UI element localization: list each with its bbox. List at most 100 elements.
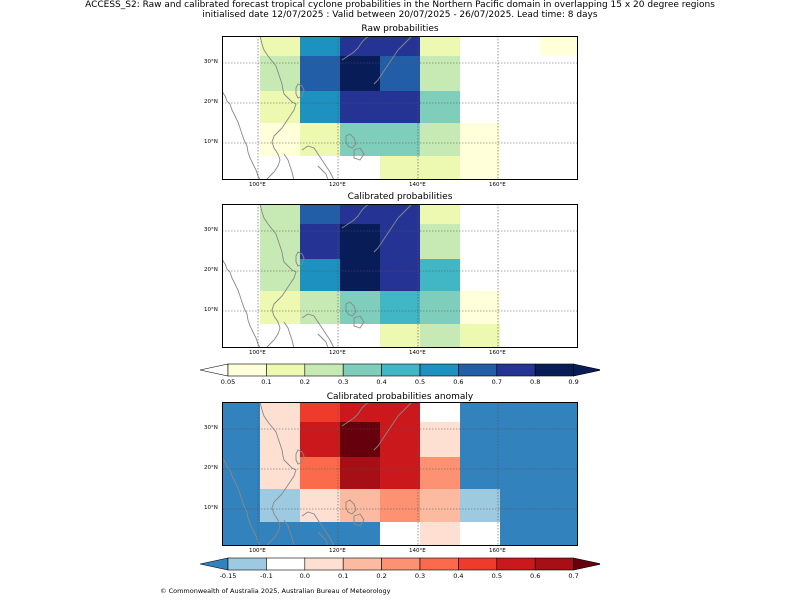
anomaly-cell bbox=[260, 457, 300, 489]
anomaly-cell bbox=[420, 457, 460, 489]
probability-colorbar-tick-label: 0.8 bbox=[530, 378, 541, 386]
chart-title-line1: ACCESS_S2: Raw and calibrated forecast t… bbox=[85, 0, 715, 10]
anomaly-cell bbox=[222, 402, 260, 546]
longitude-tick-label: 160°E bbox=[489, 350, 506, 356]
anomaly-colorbar-segment bbox=[304, 557, 344, 571]
anomaly-cell bbox=[300, 457, 340, 489]
probability-colorbar-segment bbox=[266, 363, 306, 377]
anomaly-cell bbox=[380, 422, 420, 457]
probability-colorbar-tick-label: 0.7 bbox=[491, 378, 502, 386]
anomaly-cell bbox=[300, 402, 340, 422]
probability-colorbar-tick-label: 0.4 bbox=[376, 378, 387, 386]
anomaly-colorbar-tick-label: 0.6 bbox=[530, 572, 541, 580]
raw-probability-cell bbox=[340, 36, 380, 56]
anomaly-cell bbox=[300, 489, 340, 522]
anomaly-colorbar-over-arrow bbox=[573, 557, 600, 571]
raw-probability-cell bbox=[460, 123, 500, 156]
raw-probability-cell bbox=[420, 123, 460, 156]
anomaly-colorbar-segment bbox=[496, 557, 536, 571]
probability-colorbar-tick-label: 0.2 bbox=[299, 378, 310, 386]
probability-colorbar-segment bbox=[227, 363, 267, 377]
longitude-tick-label: 140°E bbox=[409, 182, 426, 188]
panel-title-anomaly: Calibrated probabilities anomaly bbox=[326, 392, 474, 402]
calibrated-probability-cell bbox=[460, 291, 500, 324]
coastline bbox=[301, 511, 335, 546]
coastline bbox=[283, 321, 329, 348]
raw-probability-cell bbox=[300, 36, 340, 56]
coastline bbox=[301, 313, 335, 348]
coastline bbox=[259, 36, 297, 180]
anomaly-cell bbox=[260, 489, 300, 522]
anomaly-colorbar-tick-label: -0.15 bbox=[219, 572, 237, 580]
anomaly-colorbar-tick-label: 0.0 bbox=[299, 572, 310, 580]
coastline bbox=[373, 204, 413, 253]
longitude-tick-label: 120°E bbox=[329, 350, 346, 356]
anomaly-cell bbox=[260, 402, 300, 422]
raw-probability-cell bbox=[420, 156, 460, 180]
anomaly-cell bbox=[340, 489, 380, 522]
longitude-tick-label: 120°E bbox=[329, 548, 346, 554]
longitude-tick-label: 160°E bbox=[489, 548, 506, 554]
coastline bbox=[283, 153, 329, 180]
coastline bbox=[295, 83, 305, 99]
latitude-tick-label: 30°N bbox=[204, 59, 218, 65]
anomaly-cell bbox=[300, 422, 340, 457]
map-frame bbox=[222, 36, 578, 180]
probability-colorbar-segment bbox=[342, 363, 382, 377]
calibrated-probability-cell bbox=[260, 204, 300, 224]
anomaly-colorbar-tick-label: 0.2 bbox=[376, 572, 387, 580]
calibrated-probability-cell bbox=[300, 291, 340, 324]
coastline bbox=[341, 36, 371, 61]
longitude-tick-label: 100°E bbox=[249, 350, 266, 356]
calibrated-probability-map bbox=[222, 204, 578, 348]
calibrated-probability-cell bbox=[300, 204, 340, 224]
anomaly-cell bbox=[420, 489, 460, 522]
longitude-tick-label: 120°E bbox=[329, 182, 346, 188]
raw-probability-cell bbox=[300, 123, 340, 156]
coastline bbox=[295, 449, 305, 465]
calibrated-probability-cell bbox=[380, 259, 420, 291]
raw-probability-cell bbox=[420, 91, 460, 123]
calibrated-probability-cell bbox=[460, 324, 500, 348]
anomaly-colorbar-under-arrow bbox=[200, 557, 229, 571]
anomaly-cell bbox=[380, 522, 420, 546]
raw-probability-cell bbox=[420, 36, 460, 56]
probability-colorbar-segment bbox=[419, 363, 459, 377]
calibrated-probability-cell bbox=[420, 224, 460, 259]
latitude-tick-label: 10°N bbox=[204, 307, 218, 313]
anomaly-cell bbox=[340, 402, 380, 422]
map-frame bbox=[222, 402, 578, 546]
anomaly-colorbar-segment bbox=[381, 557, 421, 571]
anomaly-cell bbox=[460, 489, 500, 522]
longitude-tick-label: 100°E bbox=[249, 182, 266, 188]
coastline bbox=[295, 251, 305, 267]
raw-probability-cell bbox=[340, 123, 420, 156]
anomaly-cell bbox=[380, 402, 420, 422]
raw-probability-cell bbox=[340, 91, 420, 123]
raw-probability-cell bbox=[340, 56, 380, 91]
latitude-tick-label: 20°N bbox=[204, 267, 218, 273]
calibrated-probability-cell bbox=[380, 224, 420, 259]
raw-probability-cell bbox=[540, 36, 578, 56]
anomaly-cell bbox=[340, 422, 380, 457]
anomaly-colorbar-tick-label: 0.4 bbox=[453, 572, 464, 580]
copyright-notice: © Commonwealth of Australia 2025, Austra… bbox=[160, 587, 391, 595]
longitude-tick-label: 160°E bbox=[489, 182, 506, 188]
calibrated-probability-cell bbox=[420, 324, 460, 348]
calibrated-probability-cell bbox=[300, 224, 340, 259]
calibrated-probability-cell bbox=[260, 259, 300, 291]
anomaly-colorbar-tick-label: 0.3 bbox=[414, 572, 426, 580]
latitude-tick-label: 10°N bbox=[204, 505, 218, 511]
longitude-tick-label: 140°E bbox=[409, 548, 426, 554]
probability-colorbar-under-arrow bbox=[200, 363, 229, 377]
latitude-tick-label: 30°N bbox=[204, 227, 218, 233]
coastline bbox=[373, 402, 413, 451]
raw-probability-cell bbox=[300, 91, 340, 123]
map-frame bbox=[222, 204, 578, 348]
coastline bbox=[345, 499, 365, 527]
calibrated-probability-cell bbox=[300, 259, 340, 291]
calibrated-probability-cell bbox=[420, 259, 460, 291]
raw-probability-cell bbox=[260, 56, 300, 91]
anomaly-cell bbox=[500, 402, 578, 546]
coastline bbox=[301, 145, 335, 180]
